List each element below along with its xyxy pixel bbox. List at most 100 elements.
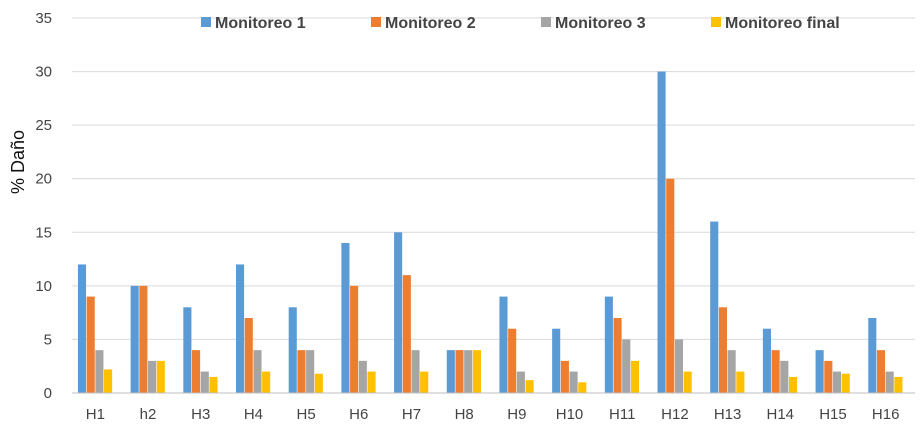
bar — [657, 71, 666, 393]
x-tick-label: H9 — [507, 406, 526, 423]
x-tick-label: h2 — [140, 406, 157, 423]
bar — [95, 350, 104, 393]
bar — [402, 275, 411, 393]
y-tick-label: 0 — [44, 385, 52, 402]
bar — [560, 360, 569, 393]
bar — [604, 296, 613, 393]
x-tick-label: H10 — [556, 406, 584, 423]
bar — [244, 318, 253, 393]
x-tick-label: H8 — [455, 406, 474, 423]
x-tick-label: H7 — [402, 406, 421, 423]
bar — [736, 371, 745, 393]
bar — [358, 360, 367, 393]
bar — [236, 264, 245, 393]
bar — [876, 350, 886, 393]
bar — [771, 350, 780, 393]
bar — [156, 360, 165, 393]
bar — [314, 373, 323, 393]
bar — [885, 371, 894, 393]
bar — [455, 350, 464, 393]
x-tick-label: H6 — [349, 406, 368, 423]
bar — [762, 328, 771, 393]
bar — [148, 360, 157, 393]
x-tick-label: H11 — [609, 406, 635, 423]
grid-lines — [72, 17, 915, 340]
bar — [569, 371, 578, 393]
y-axis-label: % Daño — [8, 130, 28, 194]
legend: Monitoreo 1 Monitoreo 2 Monitoreo 3 Monitor… — [201, 15, 840, 32]
legend-swatch — [711, 17, 721, 27]
x-tick-label: H16 — [872, 406, 900, 423]
y-tick-label: 30 — [35, 64, 52, 81]
axes: 0 5 10 15 20 25 30 35 H1 h2 H3 H4 H5 H6 H7 H8 H9 H10 H11 H1… — [35, 10, 915, 423]
bar — [77, 264, 87, 393]
bars — [77, 71, 903, 393]
bar — [86, 296, 95, 393]
bar — [683, 371, 692, 393]
bar — [183, 307, 192, 393]
bar — [341, 243, 350, 393]
legend-label: Monitoreo 2 — [385, 15, 476, 32]
x-tick-label: H4 — [244, 406, 263, 423]
legend-swatch — [201, 17, 211, 27]
x-tick-label: H13 — [714, 406, 742, 423]
bar — [288, 307, 297, 393]
bar — [209, 376, 218, 393]
bar — [613, 318, 622, 393]
y-tick-label: 35 — [35, 10, 52, 27]
y-tick-label: 20 — [35, 171, 52, 188]
legend-label: Monitoreo final — [725, 15, 840, 32]
bar — [525, 380, 534, 393]
x-tick-label: H12 — [661, 406, 689, 423]
bar — [130, 285, 139, 393]
bar — [516, 371, 525, 393]
legend-label: Monitoreo 3 — [555, 15, 646, 32]
bar — [104, 369, 113, 393]
bar — [666, 178, 675, 393]
bar — [306, 350, 315, 393]
bar — [420, 371, 429, 393]
bar — [367, 371, 376, 393]
bar — [630, 360, 640, 393]
bar — [499, 296, 508, 393]
x-tick-label: H5 — [296, 406, 315, 423]
bar — [727, 350, 736, 393]
bar — [841, 373, 850, 393]
x-tick-label: H14 — [767, 406, 795, 423]
x-tick-label: H15 — [819, 406, 847, 423]
bar — [139, 285, 148, 393]
bar — [350, 285, 359, 393]
bar — [508, 328, 517, 393]
bar — [832, 371, 842, 393]
legend-swatch — [371, 17, 381, 27]
x-tick-label: H3 — [191, 406, 210, 423]
x-tick-label: H1 — [86, 406, 105, 423]
bar — [868, 318, 877, 393]
bar — [718, 307, 727, 393]
bar — [411, 350, 420, 393]
bar — [552, 328, 561, 393]
legend-label: Monitoreo 1 — [215, 15, 306, 32]
bar — [472, 350, 481, 393]
y-tick-label: 5 — [44, 331, 52, 348]
bar — [297, 350, 306, 393]
y-tick-label: 15 — [35, 224, 52, 241]
bar — [394, 232, 403, 393]
bar — [710, 221, 719, 393]
bar — [253, 350, 262, 393]
bar — [200, 371, 209, 393]
bar — [674, 339, 684, 393]
legend-swatch — [541, 17, 551, 27]
bar — [262, 371, 271, 393]
bar — [192, 350, 201, 393]
bar — [780, 360, 789, 393]
bar — [894, 376, 903, 393]
y-tick-label: 25 — [35, 117, 52, 134]
bar — [622, 339, 631, 393]
bar — [446, 350, 455, 393]
bar — [824, 360, 833, 393]
bar — [788, 376, 798, 393]
bar — [464, 350, 473, 393]
